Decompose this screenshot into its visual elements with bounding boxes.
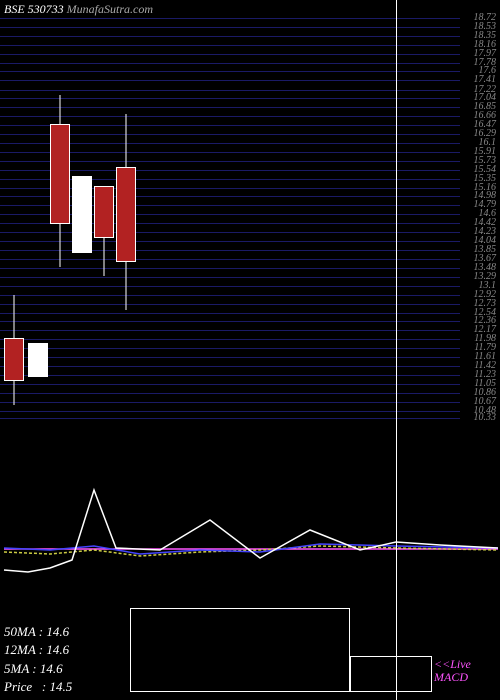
overlay-box bbox=[350, 656, 432, 692]
ticker-label: BSE 530733 bbox=[4, 2, 64, 16]
info-panel: 50MA : 14.612MA : 14.65MA : 14.6Price : … bbox=[4, 623, 72, 696]
gridline bbox=[0, 418, 460, 419]
chart-header: BSE 530733 MunafaSutra.com bbox=[4, 2, 153, 17]
candle bbox=[94, 18, 114, 418]
info-row: 50MA : 14.6 bbox=[4, 623, 72, 641]
site-label: MunafaSutra.com bbox=[67, 2, 153, 16]
candle bbox=[72, 18, 92, 418]
candle bbox=[50, 18, 70, 418]
cursor-vertical-line bbox=[396, 0, 397, 700]
live-text-2: MACD bbox=[434, 670, 468, 684]
candle bbox=[28, 18, 48, 418]
info-row: 5MA : 14.6 bbox=[4, 660, 72, 678]
live-macd-label: <<Live MACD bbox=[434, 658, 471, 684]
live-text-1: <<Live bbox=[434, 657, 471, 671]
macd-svg bbox=[0, 430, 500, 600]
macd-white-line bbox=[4, 490, 498, 572]
info-row: Price : 14.5 bbox=[4, 678, 72, 696]
overlay-box bbox=[130, 608, 350, 692]
price-label: 10.33 bbox=[474, 413, 497, 423]
price-axis-labels: 18.7218.5318.3518.1617.9717.7817.617.411… bbox=[460, 18, 496, 418]
candlesticks bbox=[0, 18, 460, 418]
candle bbox=[116, 18, 136, 418]
price-chart: 18.7218.5318.3518.1617.9717.7817.617.411… bbox=[0, 18, 500, 418]
candle bbox=[4, 18, 24, 418]
macd-chart bbox=[0, 430, 500, 600]
info-row: 12MA : 14.6 bbox=[4, 641, 72, 659]
